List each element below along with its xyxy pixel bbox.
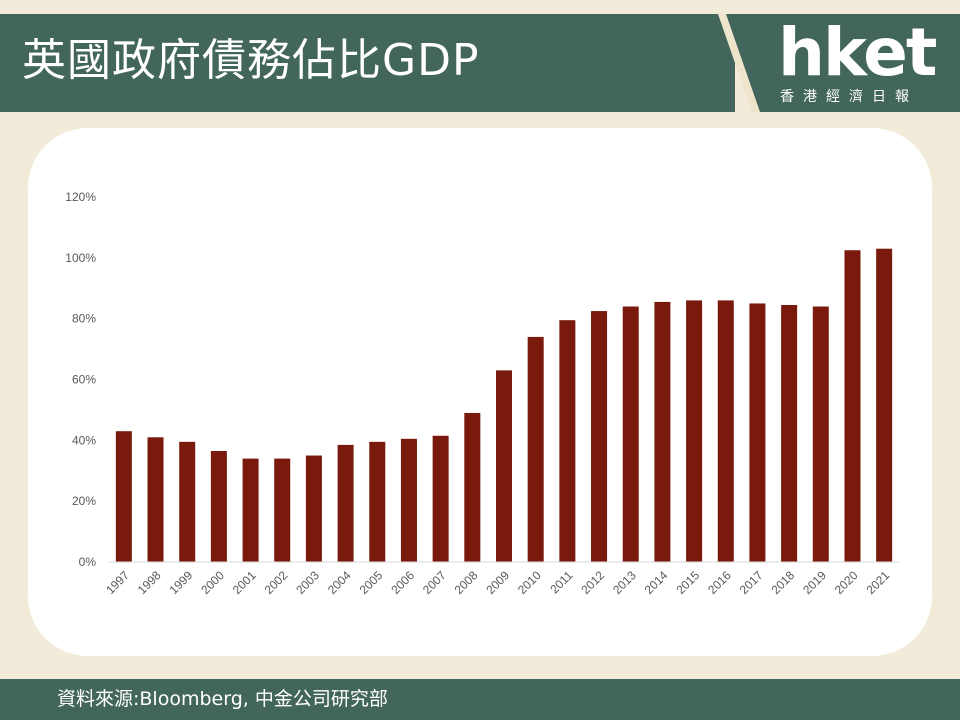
x-tick-label: 2016: [705, 568, 734, 597]
logo-background: [718, 14, 960, 112]
bar-2002: [274, 458, 291, 562]
x-tick-label: 2011: [547, 568, 575, 596]
bar-2018: [781, 304, 798, 562]
x-tick-label: 2012: [578, 568, 607, 597]
bar-1997: [115, 431, 132, 562]
x-tick-label: 2019: [800, 568, 829, 597]
bar-2005: [369, 441, 386, 562]
chart-card: 0% 20% 40% 60% 80% 100% 120% 1997 1998 1999 2000 2…: [28, 128, 932, 656]
x-tick-label: 2000: [198, 568, 227, 597]
y-tick-label: 100%: [65, 251, 96, 265]
y-tick-label: 0%: [79, 555, 97, 569]
x-tick-label: 2021: [863, 568, 892, 597]
x-tick-label: 2010: [515, 568, 544, 597]
x-tick-label: 2015: [673, 568, 702, 597]
x-tick-label: 2007: [420, 568, 449, 597]
bar-2001: [242, 458, 259, 562]
x-tick-label: 2002: [262, 568, 291, 597]
logo: hket: [778, 14, 937, 91]
x-tick-label: 2001: [230, 568, 259, 597]
x-tick-label: 2006: [388, 568, 417, 597]
y-tick-label: 40%: [72, 433, 96, 447]
logo-subtitle: 香港經濟日報: [780, 89, 918, 105]
bar-2016: [717, 300, 734, 562]
bar-2015: [686, 300, 703, 562]
header-bar: [0, 14, 735, 112]
bar-2008: [464, 412, 481, 562]
bars: [115, 248, 893, 562]
x-axis: 1997 1998 1999 2000 2001 2002 2003 2004 2005 2006…: [103, 561, 900, 597]
bar-2009: [496, 370, 512, 562]
x-tick-label: 2009: [483, 568, 512, 597]
bar-2007: [432, 435, 449, 562]
bar-2021: [876, 248, 893, 562]
page-title: 英國政府債務佔比GDP: [22, 35, 480, 86]
bar-2011: [559, 320, 576, 562]
x-tick-label: 1997: [103, 568, 132, 597]
bar-2004: [337, 444, 354, 562]
bar-1999: [179, 441, 196, 562]
x-tick-label: 1998: [135, 568, 164, 597]
x-tick-label: 2017: [737, 568, 766, 597]
bar-2012: [591, 311, 608, 562]
bar-2020: [844, 250, 861, 562]
bar-2003: [305, 455, 322, 562]
x-tick-label: 2014: [642, 568, 671, 597]
y-axis: 0% 20% 40% 60% 80% 100% 120%: [65, 190, 96, 569]
x-tick-label: 2005: [357, 568, 386, 597]
bar-2017: [749, 303, 766, 562]
x-tick-label: 2018: [768, 568, 797, 597]
y-tick-label: 80%: [72, 312, 96, 326]
footer-bar: [0, 679, 960, 720]
x-tick-label: 2008: [452, 568, 481, 597]
bar-2014: [654, 301, 671, 562]
x-tick-label: 1999: [167, 568, 196, 597]
bar-1998: [147, 437, 164, 562]
x-tick-label: 2003: [293, 568, 322, 597]
bar-2006: [400, 438, 417, 562]
x-tick-label: 2013: [610, 568, 639, 597]
bar-2000: [210, 450, 227, 562]
bar-2013: [622, 306, 639, 562]
bar-2019: [812, 306, 829, 562]
x-tick-label: 2004: [325, 568, 354, 597]
bar-2010: [527, 336, 544, 562]
y-tick-label: 60%: [72, 373, 96, 387]
x-tick-label: 2020: [832, 568, 861, 597]
y-tick-label: 120%: [65, 190, 96, 204]
bar-chart: 0%20%40%60%80%100%120% 1997 1998 1999 2000 2…: [65, 190, 900, 597]
source-note: 資料來源:Bloomberg, 中金公司研究部: [57, 688, 388, 710]
y-tick-label: 20%: [72, 494, 96, 508]
